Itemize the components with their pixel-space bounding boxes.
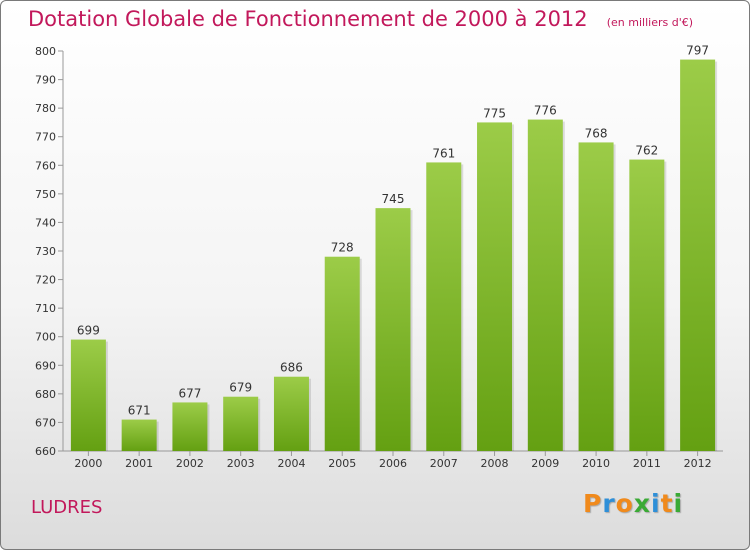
y-tick-label: 750 bbox=[35, 188, 56, 201]
brand-logo-letter: t bbox=[660, 489, 674, 518]
chart-title: Dotation Globale de Fonctionnement de 20… bbox=[28, 7, 588, 31]
brand-logo: Proxiti bbox=[583, 489, 683, 518]
x-tick-label: 2004 bbox=[277, 457, 305, 470]
data-label: 686 bbox=[280, 361, 303, 375]
data-labels: 699 671 677 679 686 728 745 761 775 776 768 762 797 bbox=[77, 44, 709, 418]
x-tick-label: 2001 bbox=[125, 457, 153, 470]
bar bbox=[375, 208, 411, 451]
data-label: 745 bbox=[382, 192, 405, 206]
y-tick-label: 770 bbox=[35, 131, 56, 144]
bar bbox=[680, 59, 716, 451]
y-tick-label: 710 bbox=[35, 302, 56, 315]
bar bbox=[223, 396, 259, 451]
bar bbox=[527, 119, 563, 452]
y-tick-label: 680 bbox=[35, 388, 56, 401]
brand-logo-letter: r bbox=[602, 489, 616, 518]
data-label: 776 bbox=[534, 104, 557, 118]
y-tick-label: 800 bbox=[35, 45, 56, 58]
title-row: Dotation Globale de Fonctionnement de 20… bbox=[28, 7, 693, 31]
brand-logo-letter: x bbox=[633, 489, 651, 518]
bar bbox=[324, 256, 360, 451]
x-tick-label: 2008 bbox=[481, 457, 509, 470]
x-tick-label: 2006 bbox=[379, 457, 407, 470]
chart-unit: (en milliers d'€) bbox=[606, 16, 694, 29]
x-tick-label: 2009 bbox=[531, 457, 559, 470]
data-label: 768 bbox=[585, 126, 608, 140]
x-tick-label: 2012 bbox=[684, 457, 712, 470]
bars bbox=[70, 59, 718, 452]
x-axis: 2000 2001 2002 2003 2004 2005 2006 2007 2008 2009… bbox=[63, 450, 723, 470]
brand-logo-letter: i bbox=[673, 489, 684, 518]
brand-logo-letter: o bbox=[615, 489, 634, 518]
x-tick-label: 2011 bbox=[633, 457, 661, 470]
data-label: 679 bbox=[229, 381, 252, 395]
x-tick-label: 2003 bbox=[227, 457, 255, 470]
bar bbox=[477, 122, 513, 451]
commune-name: LUDRES bbox=[31, 497, 103, 518]
bar bbox=[273, 376, 309, 451]
brand-logo-letter: i bbox=[651, 489, 661, 518]
data-label: 671 bbox=[128, 404, 151, 418]
x-tick-label: 2007 bbox=[430, 457, 458, 470]
bar bbox=[172, 402, 208, 451]
data-label: 761 bbox=[432, 146, 455, 160]
bar bbox=[578, 142, 614, 451]
y-tick-label: 730 bbox=[35, 245, 56, 258]
x-tick-label: 2000 bbox=[74, 457, 102, 470]
bar bbox=[121, 419, 157, 451]
data-label: 728 bbox=[331, 241, 354, 255]
y-tick-label: 780 bbox=[35, 102, 56, 115]
y-tick-label: 660 bbox=[35, 445, 56, 458]
y-tick-label: 720 bbox=[35, 274, 56, 287]
bar bbox=[426, 162, 462, 451]
x-tick-label: 2002 bbox=[176, 457, 204, 470]
y-axis: 660 670 680 690 700 710 720 730 740 750 760 770 780 7… bbox=[35, 45, 64, 458]
brand-logo-letter: P bbox=[583, 489, 603, 518]
data-label: 775 bbox=[483, 106, 506, 120]
x-tick-label: 2010 bbox=[582, 457, 610, 470]
data-label: 797 bbox=[686, 44, 709, 58]
data-label: 699 bbox=[77, 324, 100, 338]
x-tick-label: 2005 bbox=[328, 457, 356, 470]
bar bbox=[70, 339, 106, 451]
y-tick-label: 690 bbox=[35, 359, 56, 372]
y-tick-label: 760 bbox=[35, 159, 56, 172]
y-tick-label: 740 bbox=[35, 216, 56, 229]
y-tick-label: 790 bbox=[35, 74, 56, 87]
data-label: 762 bbox=[635, 144, 658, 158]
data-label: 677 bbox=[178, 386, 201, 400]
y-tick-label: 700 bbox=[35, 331, 56, 344]
bar bbox=[629, 159, 665, 452]
y-tick-label: 670 bbox=[35, 416, 56, 429]
